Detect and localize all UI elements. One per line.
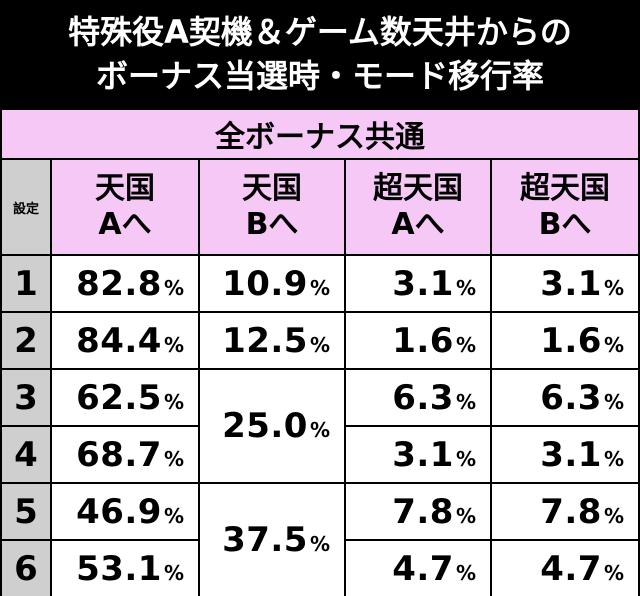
column-header-line: Bへ: [538, 207, 592, 242]
value-cell-super-a: 3.1%: [346, 256, 490, 311]
percent-sign: %: [455, 503, 476, 528]
percent-sign: %: [455, 446, 476, 471]
value-cell-super-a: 7.8%: [346, 484, 490, 539]
value-number: 68.7: [76, 434, 162, 475]
title-banner: 特殊役A契機＆ゲーム数天井からの ボーナス当選時・モード移行率: [0, 0, 640, 108]
value-cell-heaven-a: 53.1%: [52, 541, 198, 596]
value-cell-super-a: 6.3%: [346, 370, 490, 425]
value-cell-heaven-b: 25.0%: [200, 370, 344, 482]
value-number: 3.1: [392, 434, 454, 475]
percent-sign: %: [603, 446, 624, 471]
percent-sign: %: [309, 332, 330, 357]
value-cell-heaven-a: 84.4%: [52, 313, 198, 368]
percent-sign: %: [603, 275, 624, 300]
value-number: 84.4: [76, 320, 162, 361]
value-cell-super-b: 3.1%: [492, 427, 638, 482]
setting-cell: 3: [2, 370, 50, 425]
value-number: 6.3: [392, 377, 454, 418]
percent-sign: %: [309, 275, 330, 300]
column-header-line: Aへ: [391, 207, 445, 242]
value-cell-heaven-a: 82.8%: [52, 256, 198, 311]
percent-sign: %: [455, 389, 476, 414]
value-number: 25.0: [222, 406, 308, 446]
setting-cell: 4: [2, 427, 50, 482]
column-header-line: Bへ: [245, 207, 299, 242]
column-header-line: 天国: [242, 171, 302, 206]
title-line-2: ボーナス当選時・モード移行率: [95, 57, 544, 95]
value-number: 3.1: [392, 263, 454, 304]
value-cell-super-a: 3.1%: [346, 427, 490, 482]
percent-sign: %: [603, 560, 624, 585]
percent-sign: %: [603, 503, 624, 528]
percent-sign: %: [163, 446, 184, 471]
value-number: 7.8: [540, 491, 602, 532]
value-number: 4.7: [540, 548, 602, 589]
percent-sign: %: [163, 332, 184, 357]
column-header-line: 超天国: [520, 171, 610, 206]
column-header-line: 天国: [95, 171, 155, 206]
value-cell-heaven-a: 46.9%: [52, 484, 198, 539]
column-header-line: 超天国: [373, 171, 463, 206]
percent-sign: %: [603, 389, 624, 414]
value-number: 3.1: [540, 434, 602, 475]
value-number: 46.9: [76, 491, 162, 532]
value-cell-super-b: 3.1%: [492, 256, 638, 311]
value-cell-super-b: 4.7%: [492, 541, 638, 596]
value-number: 3.1: [540, 263, 602, 304]
percent-sign: %: [163, 560, 184, 585]
percent-sign: %: [309, 418, 330, 442]
percent-sign: %: [163, 275, 184, 300]
setting-cell: 1: [2, 256, 50, 311]
value-number: 6.3: [540, 377, 602, 418]
value-cell-super-b: 6.3%: [492, 370, 638, 425]
setting-cell: 5: [2, 484, 50, 539]
mode-transition-table: 全ボーナス共通 設定 天国 Aへ 天国 Bへ 超天国 Aへ 超天国 Bへ 1 82…: [0, 108, 640, 596]
percent-sign: %: [309, 532, 330, 556]
value-number: 37.5: [222, 520, 308, 560]
percent-sign: %: [163, 389, 184, 414]
column-header-super-heaven-b: 超天国 Bへ: [492, 160, 638, 254]
percent-sign: %: [455, 275, 476, 300]
value-cell-heaven-b: 10.9%: [200, 256, 344, 311]
value-cell-super-a: 1.6%: [346, 313, 490, 368]
group-header: 全ボーナス共通: [2, 110, 638, 158]
column-header-super-heaven-a: 超天国 Aへ: [346, 160, 490, 254]
value-number: 1.6: [392, 320, 454, 361]
value-number: 7.8: [392, 491, 454, 532]
value-number: 12.5: [222, 320, 308, 361]
setting-cell: 6: [2, 541, 50, 596]
value-number: 10.9: [222, 263, 308, 304]
value-cell-super-a: 4.7%: [346, 541, 490, 596]
value-cell-heaven-b: 12.5%: [200, 313, 344, 368]
value-cell-super-b: 1.6%: [492, 313, 638, 368]
setting-column-header: 設定: [2, 160, 50, 254]
column-header-heaven-a: 天国 Aへ: [52, 160, 198, 254]
column-header-heaven-b: 天国 Bへ: [200, 160, 344, 254]
value-cell-heaven-a: 68.7%: [52, 427, 198, 482]
percent-sign: %: [603, 332, 624, 357]
value-number: 62.5: [76, 377, 162, 418]
value-cell-heaven-b: 37.5%: [200, 484, 344, 596]
value-number: 1.6: [540, 320, 602, 361]
column-header-line: Aへ: [98, 207, 152, 242]
percent-sign: %: [163, 503, 184, 528]
percent-sign: %: [455, 560, 476, 585]
setting-cell: 2: [2, 313, 50, 368]
value-number: 4.7: [392, 548, 454, 589]
percent-sign: %: [455, 332, 476, 357]
value-number: 53.1: [76, 548, 162, 589]
value-cell-super-b: 7.8%: [492, 484, 638, 539]
title-line-1: 特殊役A契機＆ゲーム数天井からの: [68, 13, 572, 51]
value-cell-heaven-a: 62.5%: [52, 370, 198, 425]
value-number: 82.8: [76, 263, 162, 304]
